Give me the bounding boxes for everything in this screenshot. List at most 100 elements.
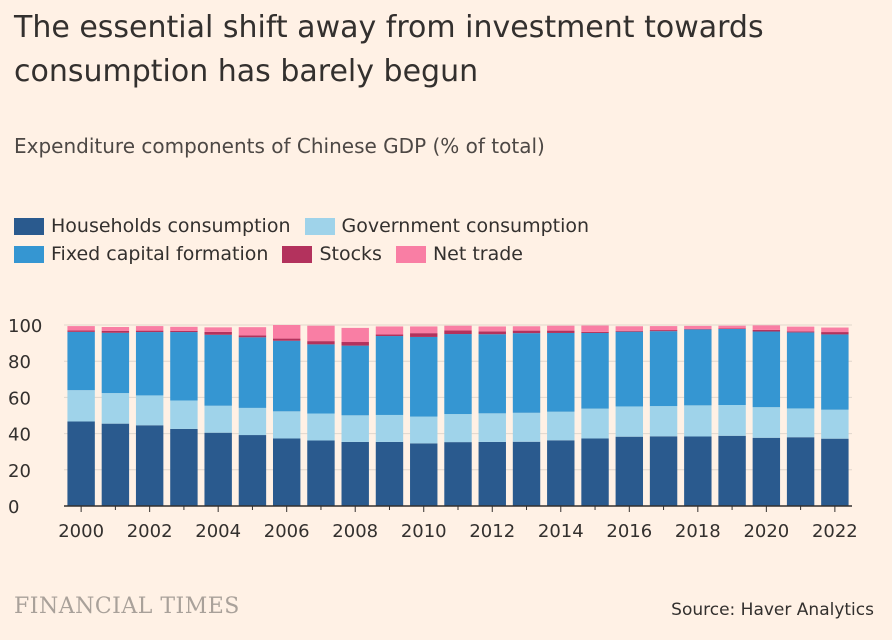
bar-segment-stocks bbox=[170, 330, 198, 333]
bar-segment-fixed-capital-formation bbox=[718, 328, 746, 406]
bar-segment-stocks bbox=[581, 331, 609, 333]
bar-segment-fixed-capital-formation bbox=[444, 334, 472, 415]
bar-segment-fixed-capital-formation bbox=[410, 336, 438, 417]
bar-segment-net-trade bbox=[684, 325, 712, 329]
bar-segment-government-consumption bbox=[478, 413, 506, 442]
legend-item-stocks: Stocks bbox=[282, 243, 382, 265]
bar-segment-net-trade bbox=[272, 325, 301, 339]
bar-segment-households-consumption bbox=[410, 443, 438, 506]
bar-segment-stocks bbox=[649, 330, 678, 332]
bar-segment-fixed-capital-formation bbox=[684, 329, 712, 406]
bar-segment-government-consumption bbox=[238, 407, 267, 436]
bar-segment-households-consumption bbox=[170, 428, 198, 506]
x-tick-label: 2010 bbox=[401, 521, 447, 542]
x-tick-label: 2000 bbox=[58, 521, 104, 542]
bar-segment-net-trade bbox=[204, 327, 232, 332]
x-tick-label: 2004 bbox=[195, 521, 241, 542]
bar-segment-government-consumption bbox=[410, 416, 438, 444]
bar-segment-government-consumption bbox=[341, 415, 369, 442]
bar-segment-stocks bbox=[512, 330, 541, 334]
bar-segment-net-trade bbox=[170, 326, 198, 331]
bar-segment-fixed-capital-formation bbox=[272, 340, 301, 412]
bar-segment-stocks bbox=[135, 330, 164, 333]
x-tick-label: 2020 bbox=[743, 521, 789, 542]
bar-segment-net-trade bbox=[307, 325, 335, 342]
bar-segment-households-consumption bbox=[307, 440, 335, 506]
bar-segment-stocks bbox=[375, 334, 404, 337]
bar-segment-households-consumption bbox=[684, 436, 712, 506]
legend-label-fixed: Fixed capital formation bbox=[51, 243, 269, 265]
bar-segment-net-trade bbox=[547, 325, 575, 331]
x-tick-label: 2018 bbox=[675, 521, 721, 542]
bar-segment-net-trade bbox=[410, 326, 438, 334]
bar-segment-households-consumption bbox=[238, 435, 267, 506]
bar-segment-government-consumption bbox=[684, 405, 712, 437]
bar-segment-stocks bbox=[410, 333, 438, 337]
bar-segment-households-consumption bbox=[718, 435, 746, 506]
bar-segment-government-consumption bbox=[649, 406, 678, 437]
bar-segment-government-consumption bbox=[101, 393, 130, 424]
legend-label-net-trade: Net trade bbox=[432, 243, 523, 265]
y-tick-label: 60 bbox=[8, 388, 31, 409]
legend-row: Fixed capital formation Stocks Net trade bbox=[14, 240, 874, 268]
bar-segment-fixed-capital-formation bbox=[547, 332, 575, 412]
bar-segment-fixed-capital-formation bbox=[615, 331, 644, 407]
ft-logo: FINANCIAL TIMES bbox=[14, 594, 240, 619]
legend-swatch-net-trade bbox=[395, 245, 426, 263]
bar-segment-government-consumption bbox=[581, 408, 609, 439]
bar-segment-government-consumption bbox=[547, 411, 575, 441]
legend-item-households: Households consumption bbox=[14, 215, 291, 237]
bar-segment-stocks bbox=[821, 332, 849, 335]
bar-segment-fixed-capital-formation bbox=[581, 332, 609, 409]
bar-segment-net-trade bbox=[238, 327, 267, 336]
bar-segment-households-consumption bbox=[821, 438, 849, 506]
bar-segment-fixed-capital-formation bbox=[204, 334, 232, 406]
x-tick-label: 2012 bbox=[469, 521, 515, 542]
legend-label-stocks: Stocks bbox=[319, 243, 382, 265]
bar-segment-fixed-capital-formation bbox=[67, 331, 95, 391]
bar-segment-households-consumption bbox=[444, 442, 472, 506]
bar-segment-stocks bbox=[307, 341, 335, 345]
stacked-bar-chart: 0 20 40 60 80 100 2000 2002 2004 2006 2008 2010 2012… bbox=[8, 316, 858, 542]
legend-label-households: Households consumption bbox=[51, 215, 291, 237]
bar-segment-fixed-capital-formation bbox=[135, 332, 164, 396]
y-tick-label: 20 bbox=[8, 461, 31, 482]
bar-segment-fixed-capital-formation bbox=[478, 334, 506, 414]
bar-segment-government-consumption bbox=[375, 414, 404, 442]
legend-swatch-government bbox=[304, 217, 335, 235]
bar-segment-households-consumption bbox=[67, 421, 95, 506]
legend-item-fixed: Fixed capital formation bbox=[14, 243, 268, 265]
bar-segment-households-consumption bbox=[581, 438, 609, 506]
bar-segment-stocks bbox=[238, 335, 267, 338]
bar-segment-government-consumption bbox=[512, 412, 541, 442]
bar-segment-net-trade bbox=[341, 327, 369, 343]
bar-segment-net-trade bbox=[786, 326, 815, 332]
bar-segment-government-consumption bbox=[170, 400, 198, 429]
bar-segment-households-consumption bbox=[204, 432, 232, 506]
bar-segment-net-trade bbox=[135, 326, 164, 331]
bar-segment-stocks bbox=[67, 330, 95, 332]
bar-segment-net-trade bbox=[375, 326, 404, 335]
bar-segment-fixed-capital-formation bbox=[649, 331, 678, 407]
bar-segment-net-trade bbox=[101, 326, 130, 331]
bar-segment-stocks bbox=[204, 331, 232, 335]
bar-segment-net-trade bbox=[444, 325, 472, 331]
bar-segment-households-consumption bbox=[135, 425, 164, 506]
y-tick-label: 0 bbox=[8, 497, 19, 518]
bar-segment-net-trade bbox=[615, 326, 644, 331]
bar-segment-government-consumption bbox=[204, 405, 232, 433]
bar-segment-stocks bbox=[615, 330, 644, 332]
bar-segment-households-consumption bbox=[547, 440, 575, 506]
bar-segment-stocks bbox=[444, 330, 472, 335]
bar-segment-households-consumption bbox=[478, 441, 506, 506]
bar-segment-government-consumption bbox=[307, 413, 335, 441]
legend-label-government: Government consumption bbox=[341, 215, 590, 237]
bar-segment-households-consumption bbox=[101, 423, 130, 506]
x-tick-label: 2006 bbox=[264, 521, 310, 542]
bar-segment-fixed-capital-formation bbox=[786, 332, 815, 409]
legend-swatch-stocks bbox=[282, 245, 313, 263]
bar-segment-fixed-capital-formation bbox=[307, 344, 335, 414]
x-tick-label: 2022 bbox=[812, 521, 858, 542]
bar-segment-net-trade bbox=[478, 326, 506, 332]
bar-segment-households-consumption bbox=[752, 437, 781, 506]
